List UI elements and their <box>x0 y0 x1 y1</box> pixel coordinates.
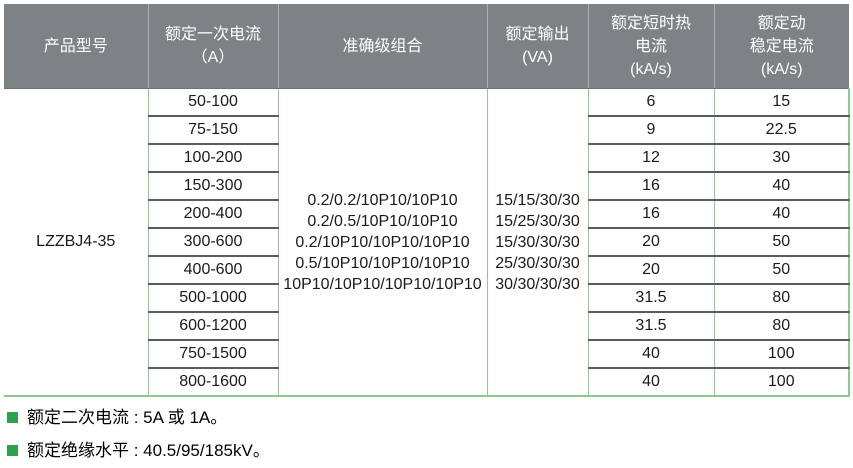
table-row: 600-1200 31.5 80 <box>4 312 850 341</box>
primary-current-cell: 50-100 <box>148 88 279 117</box>
table-row: 800-1600 40 100 <box>4 368 850 397</box>
header-unit: (kA/s) <box>630 60 672 78</box>
table-row: 300-600 20 50 <box>4 228 850 257</box>
header-label: 额定一次电流 <box>164 26 261 43</box>
dynamic-current-cell: 50 <box>714 228 850 257</box>
table-row: 400-600 20 50 <box>4 256 850 285</box>
header-label: 产品型号 <box>43 37 108 55</box>
rated-output: 15/30/30/30 <box>495 233 580 251</box>
notes-section: 额定二次电流 : 5A 或 1A。 额定绝缘水平 : 40.5/95/185kV… <box>4 405 853 463</box>
rated-output: 15/15/30/30 <box>495 191 580 209</box>
dynamic-current-cell: 40 <box>714 200 850 229</box>
rated-output: 25/30/30/30 <box>495 254 580 272</box>
header-rated-dynamic-stability-current: 额定动 稳定电流 (kA/s) <box>714 4 849 89</box>
thermal-current-cell: 6 <box>588 88 715 117</box>
note-secondary-current: 额定二次电流 : 5A 或 1A。 <box>7 405 853 430</box>
thermal-current-cell: 31.5 <box>588 284 715 313</box>
thermal-current-cell: 12 <box>588 144 715 173</box>
header-label: 稳定电流 <box>749 37 814 55</box>
header-accuracy-class-combination: 准确级组合 <box>278 4 488 89</box>
header-unit: （A） <box>191 49 235 66</box>
green-square-bullet-icon <box>7 412 18 423</box>
thermal-current-cell: 16 <box>588 200 715 229</box>
table-row: LZZBJ4-35 50-100 0.2/0.2/10P10/10P10 0.2… <box>4 88 850 397</box>
dynamic-current-cell: 80 <box>714 312 850 341</box>
table-row: 150-300 16 40 <box>4 172 850 201</box>
header-unit: (kA/s) <box>760 60 803 78</box>
header-label: 额定动 <box>757 14 806 32</box>
accuracy-combination: 0.2/10P10/10P10/10P10 <box>295 233 470 251</box>
accuracy-combination: 0.2/0.5/10P10/10P10 <box>307 212 458 230</box>
header-rated-output: 额定输出 (VA) <box>487 4 589 89</box>
header-product-model: 产品型号 <box>4 4 149 89</box>
rated-output-cell: 15/15/30/30 15/25/30/30 15/30/30/30 25/3… <box>487 88 589 397</box>
thermal-current-cell: 20 <box>588 256 715 285</box>
header-label: 额定短时热 <box>610 14 691 32</box>
primary-current-cell: 150-300 <box>148 172 279 201</box>
dynamic-current-cell: 80 <box>714 284 850 313</box>
thermal-current-cell: 40 <box>588 368 715 397</box>
primary-current-cell: 300-600 <box>148 228 279 257</box>
dynamic-current-cell: 100 <box>714 340 850 369</box>
table-row: 750-1500 40 100 <box>4 340 850 369</box>
note-insulation-level: 额定绝缘水平 : 40.5/95/185kV。 <box>7 438 853 463</box>
primary-current-cell: 500-1000 <box>148 284 279 313</box>
dynamic-current-cell: 15 <box>714 88 850 117</box>
primary-current-cell: 200-400 <box>148 200 279 229</box>
accuracy-combination: 0.5/10P10/10P10/10P10 <box>295 254 470 272</box>
green-square-bullet-icon <box>7 445 18 456</box>
dynamic-current-cell: 40 <box>714 172 850 201</box>
dynamic-current-cell: 30 <box>714 144 850 173</box>
primary-current-cell: 800-1600 <box>148 368 279 397</box>
table-body: LZZBJ4-35 50-100 0.2/0.2/10P10/10P10 0.2… <box>4 88 850 397</box>
thermal-current-cell: 16 <box>588 172 715 201</box>
primary-current-cell: 75-150 <box>148 116 279 145</box>
thermal-current-cell: 20 <box>588 228 715 257</box>
accuracy-combination: 0.2/0.2/10P10/10P10 <box>307 191 458 209</box>
dynamic-current-cell: 50 <box>714 256 850 285</box>
primary-current-cell: 400-600 <box>148 256 279 285</box>
header-label: 额定输出 <box>505 26 570 43</box>
primary-current-cell: 100-200 <box>148 144 279 173</box>
rated-output: 30/30/30/30 <box>495 275 580 293</box>
table-row: 75-150 9 22.5 <box>4 116 850 145</box>
spec-table: 产品型号 额定一次电流 （A） 准确级组合 额定输出 (VA) 额定短时热 电流… <box>4 4 850 397</box>
note-text: 额定二次电流 : 5A 或 1A。 <box>27 408 228 427</box>
thermal-current-cell: 9 <box>588 116 715 145</box>
accuracy-combination-cell: 0.2/0.2/10P10/10P10 0.2/0.5/10P10/10P10 … <box>278 88 488 397</box>
header-rated-short-time-thermal-current: 额定短时热 电流 (kA/s) <box>588 4 715 89</box>
table-row: 100-200 12 30 <box>4 144 850 173</box>
thermal-current-cell: 31.5 <box>588 312 715 341</box>
header-label: 电流 <box>634 37 667 55</box>
header-unit: (VA) <box>522 49 553 66</box>
header-label: 准确级组合 <box>342 37 423 55</box>
primary-current-cell: 600-1200 <box>148 312 279 341</box>
primary-current-cell: 750-1500 <box>148 340 279 369</box>
table-row: 500-1000 31.5 80 <box>4 284 850 313</box>
dynamic-current-cell: 100 <box>714 368 850 397</box>
header-rated-primary-current: 额定一次电流 （A） <box>148 4 279 89</box>
product-model-cell: LZZBJ4-35 <box>4 88 149 397</box>
thermal-current-cell: 40 <box>588 340 715 369</box>
accuracy-combination: 10P10/10P10/10P10/10P10 <box>283 275 482 293</box>
table-header: 产品型号 额定一次电流 （A） 准确级组合 额定输出 (VA) 额定短时热 电流… <box>4 4 849 89</box>
dynamic-current-cell: 22.5 <box>714 116 850 145</box>
rated-output: 15/25/30/30 <box>495 212 580 230</box>
table-row: 200-400 16 40 <box>4 200 850 229</box>
note-text: 额定绝缘水平 : 40.5/95/185kV。 <box>27 441 270 460</box>
